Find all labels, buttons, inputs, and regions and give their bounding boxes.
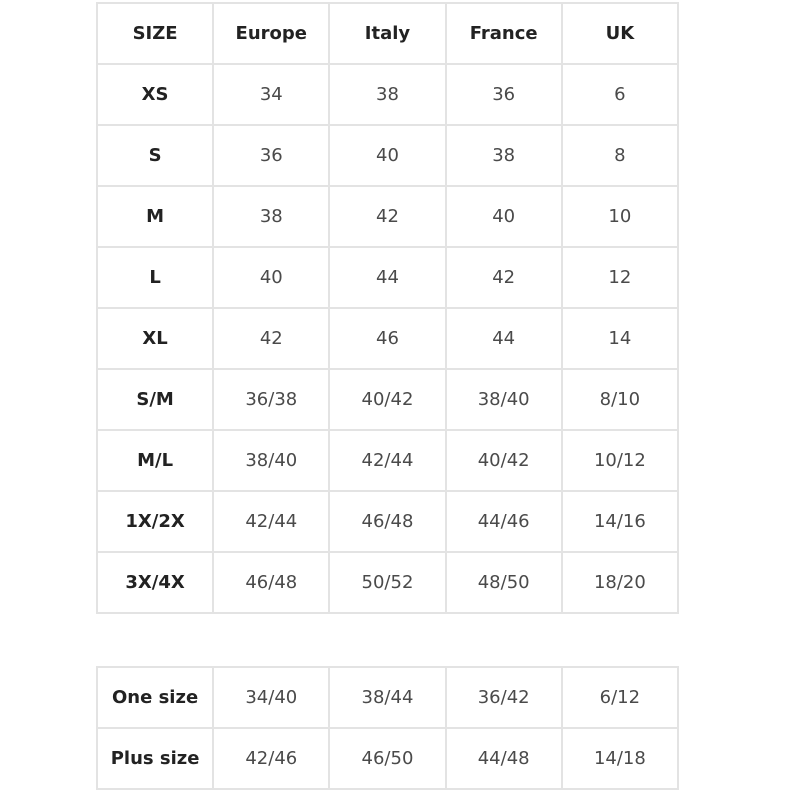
size-value-cell: 38/40 [212,429,331,492]
size-value-cell: 10/12 [560,429,680,492]
size-label-cell: M/L [95,429,215,492]
table-row: XL 42 46 44 14 [95,307,680,370]
header-row: SIZE Europe Italy France UK [95,2,680,65]
table-row: Plus size 42/46 46/50 44/48 14/18 [95,727,680,790]
table-row: XS 34 38 36 6 [95,63,680,126]
size-value-cell: 42 [212,307,331,370]
size-value-cell: 18/20 [560,551,680,614]
size-value-cell: 34 [212,63,331,126]
size-value-cell: 34/40 [212,666,331,729]
size-label-cell: Plus size [95,727,215,790]
table-row: 3X/4X 46/48 50/52 48/50 18/20 [95,551,680,614]
table-row: L 40 44 42 12 [95,246,680,309]
size-value-cell: 36/38 [212,368,331,431]
size-value-cell: 40/42 [444,429,563,492]
size-value-cell: 10 [560,185,680,248]
size-value-cell: 44/46 [444,490,563,553]
size-value-cell: 44 [328,246,447,309]
table-row: S 36 40 38 8 [95,124,680,187]
size-value-cell: 40 [444,185,563,248]
size-value-cell: 42 [444,246,563,309]
size-value-cell: 42 [328,185,447,248]
column-header: UK [560,2,680,65]
size-value-cell: 38 [328,63,447,126]
column-header: Italy [328,2,447,65]
size-value-cell: 44/48 [444,727,563,790]
size-value-cell: 6/12 [560,666,680,729]
size-value-cell: 38 [444,124,563,187]
size-value-cell: 36 [444,63,563,126]
size-value-cell: 38/40 [444,368,563,431]
size-value-cell: 40/42 [328,368,447,431]
size-value-cell: 46/48 [328,490,447,553]
size-value-cell: 14/18 [560,727,680,790]
size-value-cell: 40 [328,124,447,187]
size-label-cell: XL [95,307,215,370]
size-value-cell: 38/44 [328,666,447,729]
size-value-cell: 44 [444,307,563,370]
size-value-cell: 42/46 [212,727,331,790]
size-value-cell: 42/44 [212,490,331,553]
size-label-cell: M [95,185,215,248]
size-value-cell: 6 [560,63,680,126]
size-value-cell: 36 [212,124,331,187]
size-value-cell: 42/44 [328,429,447,492]
size-label-cell: 1X/2X [95,490,215,553]
special-sizes-table: One size 34/40 38/44 36/42 6/12 Plus size 42/4… [95,666,680,790]
table-row: One size 34/40 38/44 36/42 6/12 [95,666,680,729]
size-value-cell: 46/48 [212,551,331,614]
size-value-cell: 14/16 [560,490,680,553]
size-label-cell: L [95,246,215,309]
size-value-cell: 36/42 [444,666,563,729]
size-label-cell: S [95,124,215,187]
table-row: S/M 36/38 40/42 38/40 8/10 [95,368,680,431]
size-value-cell: 46/50 [328,727,447,790]
size-value-cell: 14 [560,307,680,370]
table-row: M/L 38/40 42/44 40/42 10/12 [95,429,680,492]
size-value-cell: 38 [212,185,331,248]
size-value-cell: 40 [212,246,331,309]
size-value-cell: 12 [560,246,680,309]
size-label-cell: One size [95,666,215,729]
size-value-cell: 46 [328,307,447,370]
size-value-cell: 48/50 [444,551,563,614]
column-header: France [444,2,563,65]
size-label-cell: S/M [95,368,215,431]
size-label-cell: XS [95,63,215,126]
size-chart-table: SIZE Europe Italy France UK XS 34 38 36 6 S 36 40 38 8… [95,2,680,614]
size-value-cell: 50/52 [328,551,447,614]
table-row: M 38 42 40 10 [95,185,680,248]
size-value-cell: 8/10 [560,368,680,431]
size-label-cell: 3X/4X [95,551,215,614]
table-row: 1X/2X 42/44 46/48 44/46 14/16 [95,490,680,553]
column-header: SIZE [95,2,215,65]
size-value-cell: 8 [560,124,680,187]
column-header: Europe [212,2,331,65]
